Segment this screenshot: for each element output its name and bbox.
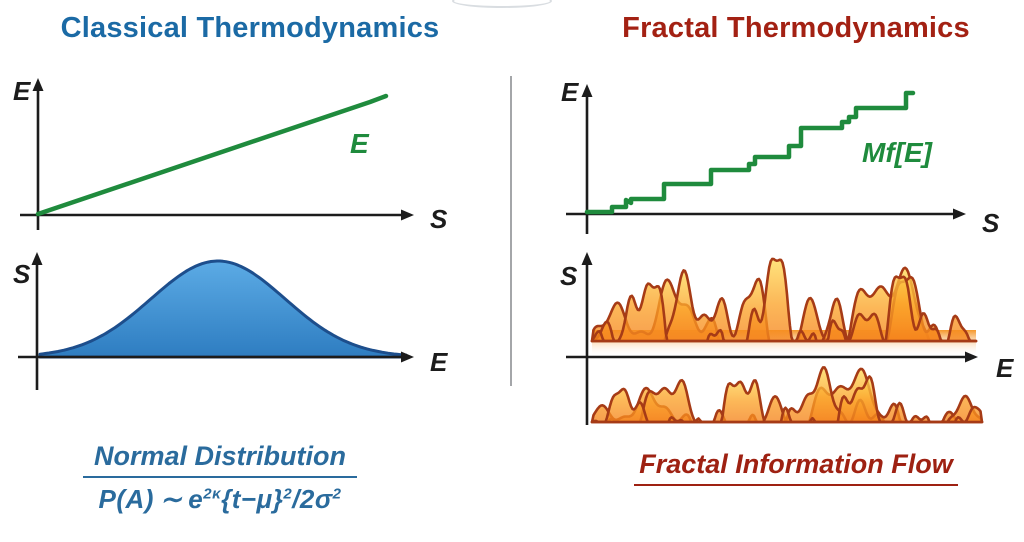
fractal-information-flow-x-axis-arrowhead xyxy=(965,351,978,363)
fractal-information-flow-y-axis xyxy=(581,252,593,425)
fractal-energy-staircase-series-label: Mf[E] xyxy=(862,137,934,168)
right-caption-title: Fractal Information Flow xyxy=(639,449,953,479)
fractal-information-flow-y-axis-arrowhead xyxy=(581,252,593,265)
classical-energy-entropy-series xyxy=(35,93,389,217)
formula-exponent-2: 2 xyxy=(283,485,293,503)
panel-divider xyxy=(510,76,512,386)
classical-normal-distribution-y-axis-arrowhead xyxy=(31,252,43,265)
formula-exponent-3: 2 xyxy=(332,485,342,503)
classical-normal-distribution-y-axis-label: S xyxy=(13,259,31,289)
fractal-information-flow-y-axis-label: S xyxy=(560,261,578,291)
fractal-energy-staircase-y-axis-arrowhead xyxy=(581,84,593,97)
fractal-information-flow-lower-band xyxy=(590,366,984,424)
chart-fractal-energy-staircase: S E Mf[E] xyxy=(561,77,1000,238)
classical-energy-entropy-y-axis-arrowhead xyxy=(32,78,44,91)
fractal-information-flow-upper-band xyxy=(590,257,978,356)
classical-energy-entropy-y-axis-label: E xyxy=(13,76,31,106)
classical-energy-entropy-y-axis xyxy=(32,78,44,230)
formula-lhs: P(A) xyxy=(98,484,154,514)
fractal-energy-staircase-series xyxy=(584,90,916,215)
chart-classical-energy-entropy: S E E xyxy=(13,76,448,234)
fractal-information-flow-lower-band-curve-3 xyxy=(590,375,984,424)
classical-normal-distribution-x-axis xyxy=(18,351,414,363)
formula-base: e xyxy=(188,484,204,514)
formula-braced-term: {t−μ} xyxy=(221,484,284,514)
right-panel-title: Fractal Thermodynamics xyxy=(622,12,970,44)
normal-distribution-formula: P(A) ∼ e2κ{t−μ}2/2σ2 xyxy=(40,484,400,515)
classical-energy-entropy-x-axis xyxy=(20,209,414,221)
classical-energy-entropy-x-axis-label: S xyxy=(430,204,448,234)
classical-normal-distribution-bell-curve xyxy=(38,259,408,359)
classical-energy-entropy-x-axis-arrowhead xyxy=(401,209,414,221)
left-caption-title: Normal Distribution xyxy=(93,441,346,471)
left-caption-rule xyxy=(83,476,357,478)
fractal-energy-staircase-x-axis-label: S xyxy=(982,208,1000,238)
fractal-information-flow-x-axis-label: E xyxy=(996,353,1014,383)
classical-normal-distribution-x-axis-arrowhead xyxy=(401,351,414,363)
formula-relation: ∼ xyxy=(159,484,183,514)
chart-fractal-information-flow: ES xyxy=(560,252,1014,425)
left-panel-title: Classical Thermodynamics xyxy=(60,12,440,44)
fractal-energy-staircase-x-axis xyxy=(566,208,966,220)
classical-normal-distribution-x-axis-label: E xyxy=(430,347,448,377)
fractal-information-flow-upper-band-curve-3 xyxy=(590,257,978,343)
fractal-energy-staircase-y-axis-label: E xyxy=(561,77,579,107)
classical-energy-entropy-series-label: E xyxy=(350,128,370,159)
formula-exponent-1: 2κ xyxy=(203,485,222,503)
formula-denominator: /2σ xyxy=(292,484,333,514)
fractal-energy-staircase-x-axis-arrowhead xyxy=(953,208,966,220)
fractal-information-flow-x-axis xyxy=(566,351,978,363)
right-caption-rule xyxy=(634,484,958,486)
left-caption: Normal Distribution P(A) ∼ e2κ{t−μ}2/2σ2 xyxy=(40,441,400,515)
right-caption: Fractal Information Flow xyxy=(600,449,992,492)
chart-classical-normal-distribution: ES xyxy=(13,252,448,390)
classical-normal-distribution-y-axis xyxy=(31,252,43,390)
